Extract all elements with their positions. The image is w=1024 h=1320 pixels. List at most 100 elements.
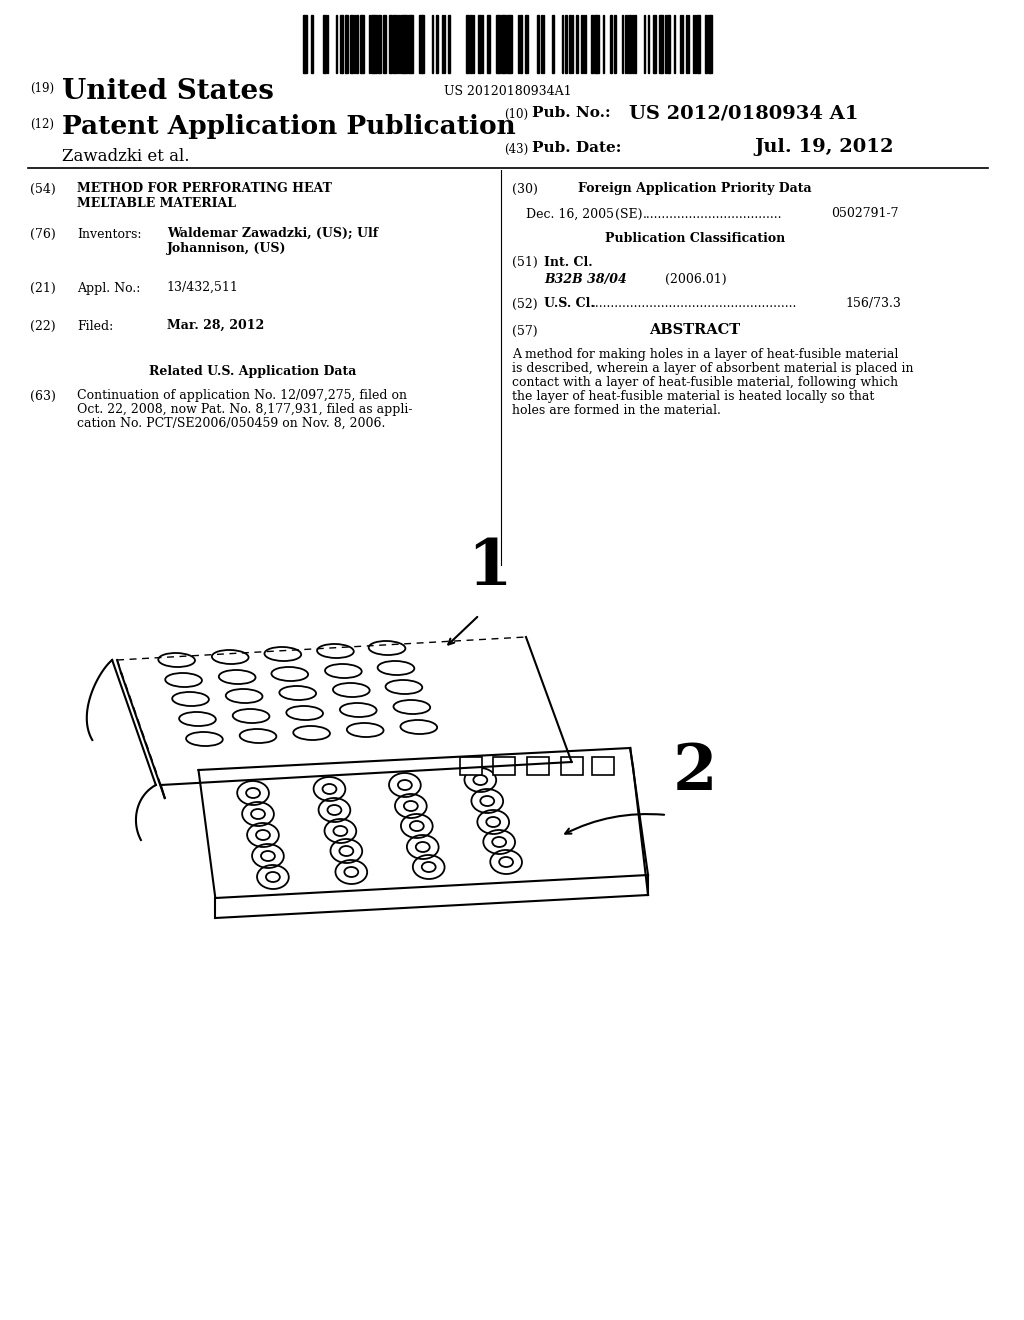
Bar [688, 15, 689, 73]
Bar [658, 15, 660, 73]
Text: Mar. 28, 2012: Mar. 28, 2012 [167, 319, 264, 333]
Text: Waldemar Zawadzki, (US); Ulf: Waldemar Zawadzki, (US); Ulf [167, 227, 378, 240]
Bar [336, 15, 337, 73]
Bar [632, 15, 633, 73]
Bar [470, 15, 472, 73]
Bar [461, 756, 482, 775]
Text: Appl. No.:: Appl. No.: [78, 282, 140, 294]
Text: the layer of heat-fusible material is heated locally so that: the layer of heat-fusible material is he… [512, 389, 874, 403]
Bar [591, 15, 592, 73]
Bar [340, 15, 343, 73]
Bar [449, 15, 450, 73]
Text: 13/432,511: 13/432,511 [167, 281, 239, 294]
Bar [524, 15, 527, 73]
Text: 156/73.3: 156/73.3 [846, 297, 901, 310]
Bar [669, 15, 671, 73]
Bar [593, 756, 614, 775]
Text: Patent Application Publication: Patent Application Publication [61, 114, 515, 139]
Bar [432, 15, 433, 73]
Text: MELTABLE MATERIAL: MELTABLE MATERIAL [78, 197, 237, 210]
Text: (2006.01): (2006.01) [665, 273, 726, 286]
Bar [466, 15, 467, 73]
Text: (19): (19) [30, 82, 54, 95]
Bar [407, 15, 408, 73]
Text: US 20120180934A1: US 20120180934A1 [444, 84, 572, 98]
Text: (43): (43) [504, 143, 528, 156]
Bar [538, 15, 539, 73]
Bar [582, 15, 583, 73]
Bar [543, 15, 544, 73]
Bar [473, 15, 474, 73]
Text: U.S. Cl.: U.S. Cl. [544, 297, 595, 310]
Bar [622, 15, 624, 73]
Bar [668, 15, 669, 73]
Text: Publication Classification: Publication Classification [604, 232, 784, 246]
Bar [625, 15, 626, 73]
Bar [565, 15, 567, 73]
Bar [652, 15, 655, 73]
Bar [371, 15, 374, 73]
Text: holes are formed in the material.: holes are formed in the material. [512, 404, 721, 417]
Text: Pub. Date:: Pub. Date: [531, 141, 622, 154]
Bar [401, 15, 404, 73]
Bar [520, 15, 521, 73]
Bar [709, 15, 710, 73]
Text: (51): (51) [512, 256, 538, 269]
Bar [359, 15, 361, 73]
Bar [662, 15, 664, 73]
Text: (22): (22) [30, 319, 55, 333]
Text: Zawadzki et al.: Zawadzki et al. [61, 148, 189, 165]
Text: US 2012/0180934 A1: US 2012/0180934 A1 [629, 104, 859, 121]
Bar [503, 15, 506, 73]
Text: ....................................: .................................... [643, 209, 782, 220]
Text: ABSTRACT: ABSTRACT [649, 323, 740, 337]
Bar [304, 15, 307, 73]
Text: A method for making holes in a layer of heat-fusible material: A method for making holes in a layer of … [512, 348, 898, 360]
Bar [682, 15, 683, 73]
Bar [696, 15, 698, 73]
Text: Int. Cl.: Int. Cl. [544, 256, 593, 269]
Text: METHOD FOR PERFORATING HEAT: METHOD FOR PERFORATING HEAT [78, 182, 332, 195]
Bar [634, 15, 636, 73]
Text: Continuation of application No. 12/097,275, filed on: Continuation of application No. 12/097,2… [78, 389, 408, 403]
Text: Oct. 22, 2008, now Pat. No. 8,177,931, filed as appli-: Oct. 22, 2008, now Pat. No. 8,177,931, f… [78, 403, 413, 416]
Text: (SE): (SE) [615, 209, 643, 220]
Bar [611, 15, 612, 73]
Bar [362, 15, 364, 73]
Bar [494, 756, 515, 775]
Bar [324, 15, 327, 73]
Bar [507, 15, 509, 73]
Bar [553, 15, 554, 73]
Text: (12): (12) [30, 117, 54, 131]
Bar [404, 15, 406, 73]
Bar [502, 15, 503, 73]
Bar [568, 15, 570, 73]
Text: (52): (52) [512, 298, 538, 312]
Bar [346, 15, 347, 73]
Bar [592, 15, 594, 73]
Bar [345, 15, 346, 73]
Bar [509, 15, 512, 73]
Text: (21): (21) [30, 282, 55, 294]
Bar [527, 756, 549, 775]
Text: 2: 2 [673, 742, 717, 803]
Bar [378, 15, 381, 73]
Bar [561, 756, 583, 775]
Text: .....................................................: ........................................… [592, 297, 797, 310]
Bar [695, 15, 696, 73]
Text: B32B 38/04: B32B 38/04 [544, 273, 627, 286]
Bar [303, 15, 304, 73]
Bar [496, 15, 498, 73]
Bar [614, 15, 615, 73]
Bar [596, 15, 599, 73]
Bar [609, 15, 610, 73]
Bar [686, 15, 687, 73]
Bar [383, 15, 386, 73]
Bar [627, 15, 628, 73]
Text: United States: United States [61, 78, 273, 106]
Bar [398, 15, 400, 73]
Text: (76): (76) [30, 228, 55, 242]
Bar [393, 15, 396, 73]
Bar [583, 15, 584, 73]
Text: Pub. No.:: Pub. No.: [531, 106, 610, 120]
